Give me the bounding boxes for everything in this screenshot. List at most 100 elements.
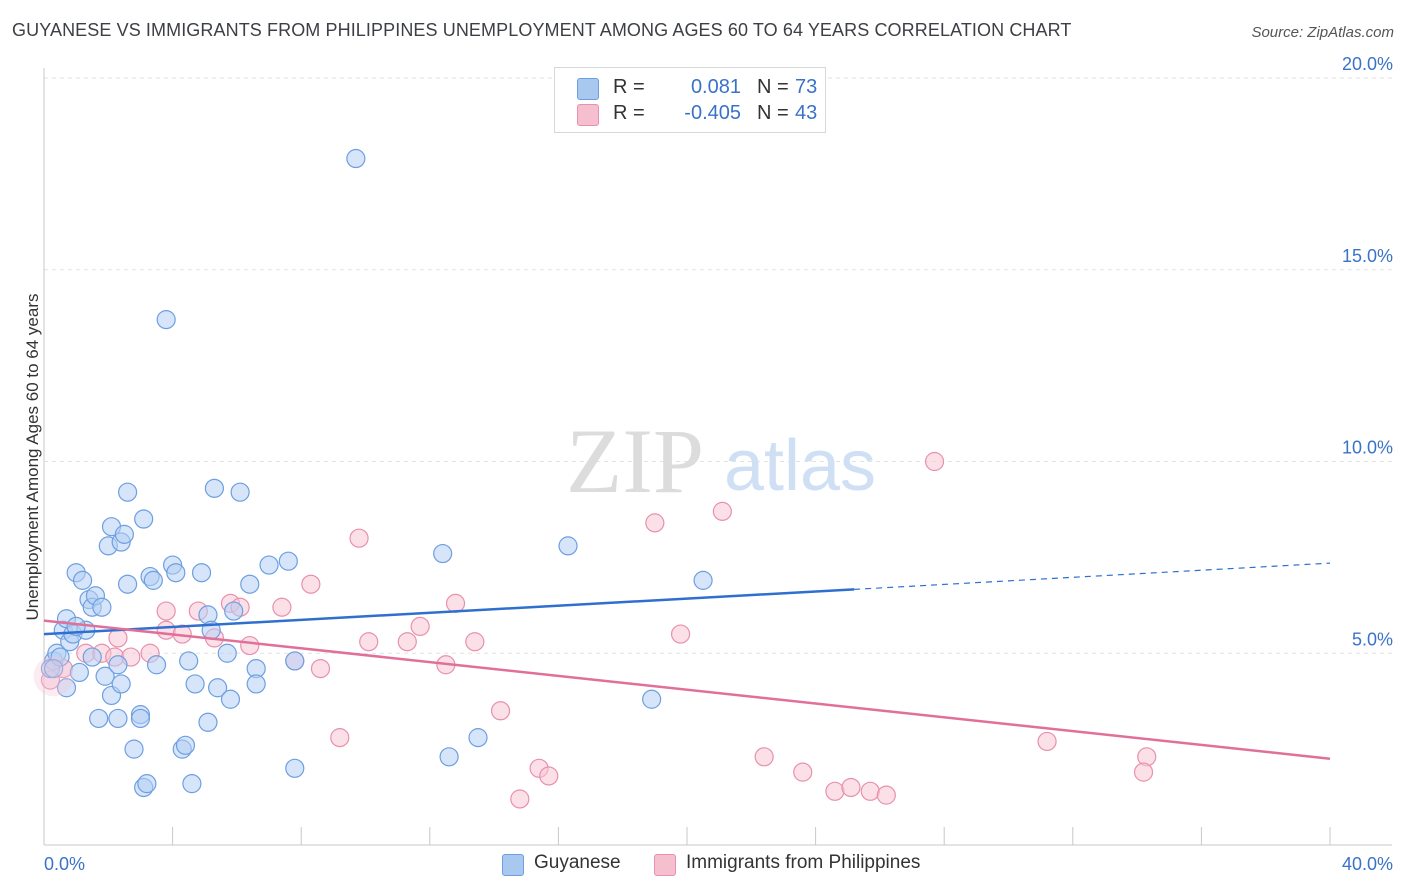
guyanese-point	[114, 524, 134, 544]
philippines-point	[841, 777, 861, 798]
guyanese-point	[44, 658, 64, 679]
philippines-point	[156, 620, 176, 640]
guyanese-point	[191, 563, 212, 583]
guyanese-point	[433, 543, 453, 564]
philippines-point	[1037, 731, 1057, 752]
watermark-atlas: atlas	[724, 426, 876, 506]
philippines-point	[108, 628, 128, 648]
philippines-point	[510, 789, 530, 809]
data-points	[33, 148, 1157, 809]
guyanese-point	[137, 774, 157, 794]
correlation-legend: R = 0.081 N = 73 R = -0.405 N = 43	[554, 67, 826, 133]
guyanese-point	[56, 678, 77, 698]
guyanese-point	[259, 555, 279, 575]
chart-title: GUYANESE VS IMMIGRANTS FROM PHILIPPINES …	[12, 20, 1072, 40]
axes	[43, 68, 1392, 846]
philippines-point	[445, 593, 466, 613]
guyanese-trend-extension	[854, 562, 1331, 590]
guyanese-point	[143, 570, 163, 590]
guyanese-point	[146, 655, 167, 675]
philippines-point	[754, 747, 774, 767]
y-axis-label: Unemployment Among Ages 60 to 64 years	[23, 294, 42, 621]
r-label: R =	[613, 102, 645, 124]
guyanese-swatch	[502, 854, 524, 876]
guyanese-point	[285, 758, 305, 778]
guyanese-point	[204, 478, 224, 498]
philippines-swatch	[654, 854, 676, 876]
philippines-point	[924, 451, 945, 472]
trend-lines	[43, 562, 1331, 760]
guyanese-point	[130, 708, 151, 729]
grid-lines	[44, 77, 1392, 654]
guyanese-point	[95, 666, 115, 686]
guyanese-point	[285, 651, 305, 671]
philippines-point	[539, 766, 559, 786]
n-value: 43	[795, 102, 818, 124]
guyanese-point	[558, 536, 578, 556]
guyanese-point	[108, 655, 128, 675]
guyanese-point	[156, 310, 176, 330]
guyanese-swatch	[577, 78, 599, 100]
philippines-point	[330, 728, 350, 748]
n-value: 73	[795, 76, 818, 98]
philippines-point-cluster	[33, 656, 74, 697]
philippines-point	[670, 624, 691, 644]
series-legend: Guyanese Immigrants from Philippines	[0, 852, 1406, 878]
philippines-point	[860, 781, 880, 801]
philippines-point	[490, 701, 511, 721]
source-label: Source: ZipAtlas.com	[1251, 24, 1394, 41]
r-label: R =	[613, 76, 645, 98]
philippines-point	[645, 513, 665, 533]
x-tick-label: 0.0%	[44, 854, 85, 874]
philippines-point	[876, 785, 896, 805]
guyanese-point	[117, 482, 138, 502]
guyanese-point	[175, 735, 196, 755]
guyanese-point	[108, 708, 128, 729]
guyanese-point	[111, 674, 131, 694]
guyanese-point	[182, 774, 202, 794]
philippines-trend-line	[43, 619, 1331, 760]
philippines-point	[240, 635, 260, 656]
guyanese-point	[468, 728, 488, 748]
guyanese-point	[89, 708, 109, 729]
watermark-zip: ZIP	[566, 410, 704, 512]
guyanese-point	[185, 674, 205, 694]
guyanese-point	[92, 597, 112, 617]
r-value: -0.405	[684, 102, 741, 124]
guyanese-point	[134, 509, 154, 529]
guyanese-point	[179, 651, 199, 671]
guyanese-point	[69, 662, 89, 683]
philippines-point	[359, 632, 379, 652]
guyanese-trend-line	[43, 588, 855, 636]
y-tick-label: 10.0%	[1342, 438, 1393, 458]
y-tick-label: 15.0%	[1342, 246, 1393, 266]
philippines-point	[410, 616, 430, 637]
guyanese-point	[208, 678, 228, 698]
philippines-point	[397, 632, 417, 652]
guyanese-point	[82, 647, 102, 667]
y-tick-label: 5.0%	[1352, 629, 1393, 649]
guyanese-point	[439, 747, 459, 767]
y-tick-label: 20.0%	[1342, 54, 1393, 74]
philippines-point	[156, 601, 176, 621]
x-tick-label: 40.0%	[1342, 854, 1393, 874]
philippines-point	[310, 658, 331, 679]
philippines-point	[349, 528, 369, 548]
r-value: 0.081	[690, 76, 741, 98]
legend-label: Guyanese	[534, 852, 621, 873]
philippines-point	[825, 781, 845, 801]
guyanese-point	[246, 674, 266, 694]
guyanese-point	[693, 570, 713, 590]
guyanese-point	[198, 712, 218, 732]
philippines-point	[465, 632, 485, 652]
philippines-point	[712, 501, 732, 521]
tick-labels: 5.0% 10.0% 15.0% 20.0% 0.0% 40.0%	[44, 54, 1393, 874]
philippines-swatch	[577, 104, 599, 126]
legend-label: Immigrants from Philippines	[686, 852, 921, 873]
n-label: N =	[757, 76, 789, 98]
guyanese-point	[642, 689, 662, 709]
philippines-point	[1133, 762, 1154, 782]
guyanese-point	[117, 574, 138, 594]
philippines-point	[301, 574, 321, 594]
